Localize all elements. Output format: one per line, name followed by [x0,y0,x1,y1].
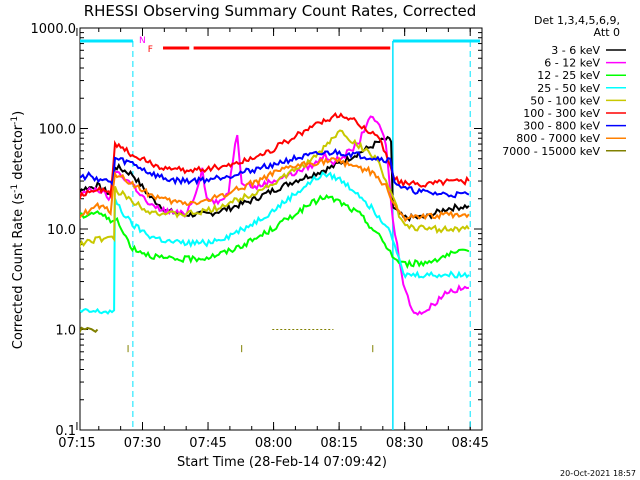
x-tick-label: 07:45 [189,436,226,451]
series-line [80,111,470,201]
series-line [80,171,470,315]
series-line [80,147,470,199]
series-line [80,326,99,334]
y-tick-label: 100.0 [39,123,76,138]
legend-label: 6 - 12 keV [544,57,600,70]
legend-label: 3 - 6 keV [551,44,600,57]
legend-label: 12 - 25 keV [537,69,600,82]
y-tick-label: 1.0 [55,324,76,339]
x-tick-label: 08:30 [386,436,423,451]
chart-title: RHESSI Observing Summary Count Rates, Co… [84,2,477,20]
legend-label: 800 - 7000 keV [516,132,600,145]
legend-label: 7000 - 15000 keV [502,145,600,158]
y-tick-label: 10.0 [47,223,76,238]
y-axis-label: Corrected Count Rate (s-1 detector-1) [10,111,26,349]
plot-area: 0.1 1.0 10.0 100.0 1000.0 07:15 07:30 07:45 08:0… [31,22,489,451]
x-tick-label: 08:45 [451,436,488,451]
series-line [80,156,470,223]
x-tick-label: 08:15 [320,436,357,451]
legend-label: 25 - 50 keV [537,82,600,95]
legend-label: 300 - 800 keV [523,120,600,133]
y-axis-label-tail: detector [11,124,26,184]
flag-N: N [139,36,146,46]
series-line [80,129,470,248]
legend-label: 50 - 100 keV [530,94,600,107]
x-axis-label: Start Time (28-Feb-14 07:09:42) [177,455,387,470]
x-tick-label: 08:00 [255,436,292,451]
y-axis-label-sup: -1 [10,184,20,193]
series-group: NF [80,36,480,430]
legend-label: 100 - 300 keV [523,107,600,120]
legend-header-line-2: Att 0 [594,26,620,39]
y-tick-label: 1000.0 [31,22,77,37]
legend-header-line-1: Det 1,3,4,5,6,9, [534,14,620,27]
x-tick-label: 07:30 [124,436,161,451]
x-tick-label: 07:15 [58,436,95,451]
y-axis-label-end: ) [11,111,26,116]
y-axis-label-sup-2: -1 [10,116,20,125]
y-axis-label-main: Corrected Count Rate (s [11,193,26,350]
series-line [80,194,470,270]
timestamp: 20-Oct-2021 18:57 [560,469,636,478]
y-tick-label: 0.1 [55,424,76,439]
flag-F: F [148,45,153,55]
